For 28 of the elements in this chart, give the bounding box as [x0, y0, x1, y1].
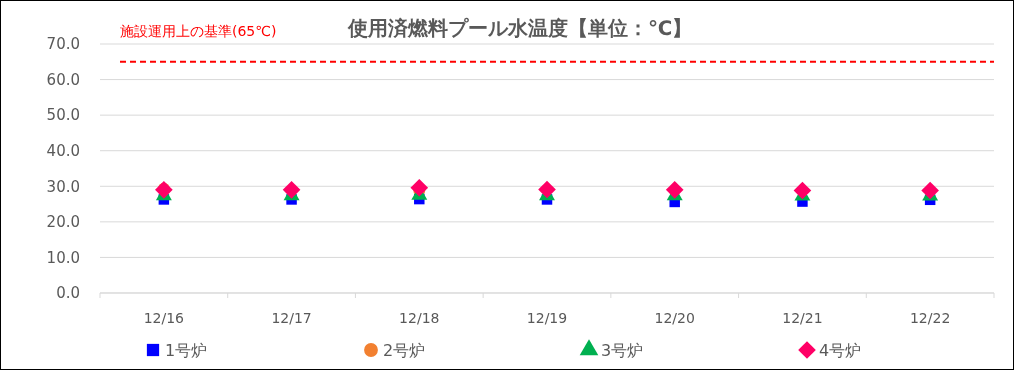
legend-label: 4号炉: [819, 340, 862, 360]
y-tick-label: 20.0: [46, 213, 80, 232]
y-tick-label: 0.0: [56, 284, 80, 303]
point: [793, 181, 812, 200]
y-tick-label: 40.0: [46, 141, 80, 160]
y-tick-label: 30.0: [46, 177, 80, 196]
x-tick-label: 12/17: [271, 310, 312, 326]
x-tick-label: 12/19: [526, 310, 568, 326]
legend-label: 3号炉: [601, 340, 644, 360]
point: [538, 180, 556, 199]
y-tick-label: 50.0: [46, 106, 80, 125]
point: [921, 181, 939, 200]
point: [410, 178, 429, 197]
y-tick-label: 60.0: [46, 70, 80, 89]
ref-line-label: 施設運用上の基準(65℃): [120, 23, 277, 39]
x-tick-label: 12/18: [399, 310, 440, 326]
legend-label: 2号炉: [383, 340, 426, 360]
x-tick-label: 12/22: [909, 310, 951, 326]
point: [155, 181, 173, 199]
x-tick-label: 12/21: [782, 310, 823, 326]
x-tick-label: 12/16: [143, 310, 185, 326]
point: [665, 181, 684, 199]
y-tick-label: 10.0: [46, 248, 80, 267]
y-tick-label: 70.0: [46, 35, 80, 54]
legend-label: 1号炉: [165, 340, 208, 360]
x-tick-label: 12/20: [654, 310, 695, 326]
chart-title: 使用済燃料プール水温度【単位：℃】: [346, 16, 693, 40]
point: [282, 181, 301, 199]
